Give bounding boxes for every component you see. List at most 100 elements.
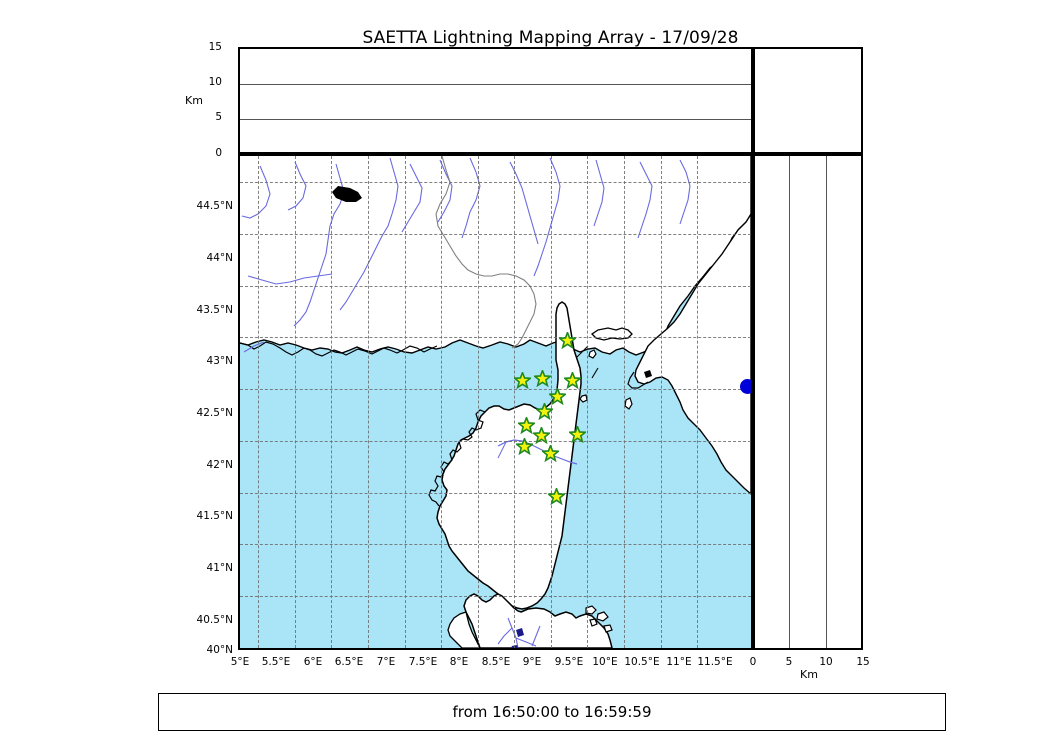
tick-lon-8: 8°E: [449, 656, 469, 668]
map-gridline-lat-43: [240, 337, 751, 339]
map-gridline-lat-42.5: [240, 389, 751, 391]
station-marker[interactable]: [557, 330, 577, 350]
tick-km-15: 15: [856, 656, 870, 668]
panel-map[interactable]: [238, 154, 753, 650]
tick-lat-41.5: 41.5°N: [196, 510, 233, 522]
station-marker[interactable]: [531, 425, 552, 445]
tick-lat-40.5: 40.5°N: [196, 614, 233, 626]
time-range-caption-box[interactable]: from 16:50:00 to 16:59:59: [158, 693, 946, 731]
page-title: SAETTA Lightning Mapping Array - 17/09/2…: [362, 28, 739, 48]
map-canvas[interactable]: [240, 156, 751, 648]
tick-lat-41: 41°N: [206, 562, 233, 574]
station-marker[interactable]: [547, 386, 568, 406]
islet-capraia: [588, 349, 597, 359]
rivers-layer: [241, 157, 691, 353]
river-corsica-branch: [497, 441, 507, 459]
tick-lon-9.5: 9.5°E: [554, 656, 584, 668]
tick-lat-40: 40°N: [206, 644, 233, 656]
coast-sardinia-west: [447, 611, 481, 648]
tick-alt-0: 0: [215, 147, 222, 159]
map-gridline-lat-44: [240, 233, 751, 235]
tick-lon-10: 10°E: [592, 656, 618, 668]
islet-montecristo: [579, 394, 588, 403]
map-gridline-lon-7: [368, 156, 369, 648]
islet-giglio: [644, 370, 652, 378]
tick-lon-5: 5°E: [230, 656, 250, 668]
geography-layer: [240, 156, 751, 648]
tick-lat-42: 42°N: [206, 459, 233, 471]
station-marker[interactable]: [540, 443, 561, 463]
coast-riviera-detail: [240, 341, 438, 357]
map-gridline-lon-8: [441, 156, 443, 648]
marker-layer: [240, 156, 751, 648]
coast-tuscany-detail: [627, 371, 649, 389]
tick-alt-5: 5: [215, 111, 222, 123]
tick-lon-11: 11°E: [666, 656, 692, 668]
tick-lat-43.5: 43.5°N: [196, 304, 233, 316]
tick-lat-43: 43°N: [206, 355, 233, 367]
map-gridline-lon-6: [294, 156, 296, 648]
station-marker[interactable]: [562, 370, 583, 390]
tick-lon-5.5: 5.5°E: [261, 656, 291, 668]
landmass-europe: [240, 156, 751, 356]
tick-lon-6: 6°E: [303, 656, 323, 668]
gridline-alt-5: [240, 119, 751, 120]
tick-lon-7.5: 7.5°E: [408, 656, 438, 668]
map-gridline-lon-10: [587, 156, 589, 648]
map-gridline-lat-41.5: [240, 492, 751, 494]
river-golo: [497, 439, 578, 465]
map-gridline-lat-40.5: [240, 596, 751, 598]
islands-maddalena: [585, 605, 613, 633]
time-range-text: from 16:50:00 to 16:59:59: [452, 703, 652, 721]
tick-lon-9: 9°E: [522, 656, 542, 668]
station-marker[interactable]: [516, 415, 537, 435]
tick-km-10: 10: [819, 656, 833, 668]
tick-alt-15: 15: [208, 41, 222, 53]
station-marker[interactable]: [512, 370, 533, 390]
gridline-km-5: [789, 156, 791, 648]
tick-lon-10.5: 10.5°E: [624, 656, 660, 668]
station-marker[interactable]: [568, 424, 588, 444]
tick-lat-44: 44°N: [206, 252, 233, 264]
station-marker[interactable]: [514, 435, 535, 455]
map-gridline-lon-7.5: [404, 156, 406, 648]
islet-pianosa: [624, 397, 633, 410]
map-gridline-lat-43.5: [240, 285, 751, 287]
tick-lat-42.5: 42.5°N: [196, 407, 233, 419]
axis-label-km-vertical: Km: [185, 94, 203, 107]
panel-altitude-vs-longitude[interactable]: [238, 47, 753, 154]
lightning-source-marker[interactable]: [739, 379, 751, 395]
tick-lon-6.5: 6.5°E: [334, 656, 364, 668]
gridline-km-10: [825, 156, 827, 648]
map-gridline-lon-11.5: [697, 156, 699, 648]
tick-alt-10: 10: [208, 76, 222, 88]
panel-altitude-histogram[interactable]: [753, 47, 863, 154]
station-marker[interactable]: [546, 486, 567, 506]
gridline-alt-10: [240, 84, 751, 85]
station-marker[interactable]: [533, 368, 553, 388]
map-gridline-lon-6.5: [331, 156, 333, 648]
tick-lon-8.5: 8.5°E: [481, 656, 511, 668]
tick-km-0: 0: [749, 656, 757, 668]
map-gridline-lon-8.5: [477, 156, 479, 648]
tick-lon-11.5: 11.5°E: [697, 656, 733, 668]
tick-lat-44.5: 44.5°N: [196, 200, 233, 212]
lake-sardinia-1: [516, 628, 524, 637]
map-gridline-lon-5.5: [258, 156, 260, 648]
coast-corsica-west-detail: [428, 409, 486, 507]
map-gridline-lon-10.5: [624, 156, 625, 648]
map-gridline-lat-41: [240, 544, 751, 546]
island-sardinia: [463, 593, 613, 648]
map-gridline-lat-42: [240, 440, 751, 442]
map-gridline-lon-9: [514, 156, 516, 648]
panel-altitude-vs-latitude[interactable]: [753, 154, 863, 650]
rivers-sardinia: [497, 617, 541, 648]
borders-layer: [435, 156, 537, 349]
tick-lon-7: 7°E: [376, 656, 396, 668]
station-marker[interactable]: [534, 401, 555, 421]
tick-km-5: 5: [785, 656, 793, 668]
map-gridline-lon-11: [660, 156, 662, 648]
map-gridline-lon-9.5: [550, 156, 552, 648]
axis-label-km-horizontal: Km: [800, 668, 818, 681]
